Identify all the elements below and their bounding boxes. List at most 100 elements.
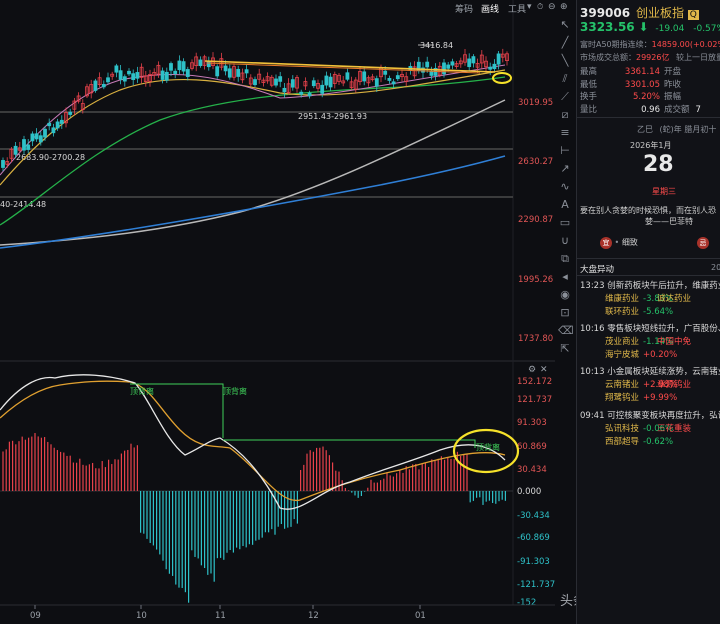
candle-body bbox=[13, 145, 18, 155]
stat-value: 3301.05 bbox=[624, 79, 660, 90]
ftse-value: 14859.00(+0.02%) bbox=[651, 40, 720, 49]
candle-body bbox=[261, 79, 266, 83]
candle-body bbox=[345, 72, 350, 80]
news-header: 大盘异动 bbox=[580, 265, 615, 275]
curve-icon[interactable]: ∿ bbox=[560, 180, 570, 193]
macd-dea-line bbox=[0, 380, 506, 502]
candle-body bbox=[135, 72, 140, 79]
zoom-in-icon[interactable]: ⊕ bbox=[560, 2, 568, 12]
rect-tool-icon[interactable]: ▭ bbox=[559, 216, 571, 229]
news-stock[interactable]: 弘讯科技 -0.06% bbox=[605, 422, 677, 434]
tab-tools[interactable]: 工具 bbox=[508, 5, 527, 15]
candle-body bbox=[467, 58, 472, 68]
channel-icon[interactable]: ⧄ bbox=[561, 108, 569, 121]
chart-area[interactable]: 3019.95 2630.27 2290.87 1995.26 1737.80 3416.… bbox=[0, 0, 576, 624]
news-item[interactable]: 13:23 创新药板块午后拉升，维康药业涨 bbox=[580, 279, 720, 291]
tab-kline[interactable]: 画线 bbox=[481, 5, 500, 15]
text-tool-icon[interactable]: A bbox=[561, 198, 569, 211]
macd-axis-label: -30.434 bbox=[517, 511, 550, 521]
eye-icon[interactable]: ◉ bbox=[560, 288, 570, 301]
stats-row: 量比 0.96 成交额 7 bbox=[580, 103, 701, 115]
trend-line-icon[interactable]: ⟋ bbox=[561, 90, 569, 103]
candle-body bbox=[1, 160, 5, 168]
tab-chips[interactable]: 筹码 bbox=[455, 5, 474, 15]
candle-body bbox=[219, 58, 224, 68]
fold-icon[interactable]: ◂ bbox=[562, 270, 568, 283]
news-stock[interactable]: 茂业商业 -1.14% bbox=[605, 335, 677, 347]
arrow-tool-icon[interactable]: ↗ bbox=[560, 162, 570, 175]
news-item[interactable]: 10:16 零售板块短线拉升，广百股份、茂 bbox=[580, 322, 720, 334]
time-icon[interactable]: ⏱ bbox=[537, 2, 544, 11]
x-axis-label: 10 bbox=[136, 611, 147, 621]
suitable-button[interactable]: 宜 • 细致 bbox=[600, 237, 638, 249]
candle-body bbox=[286, 83, 291, 93]
candle-body bbox=[362, 71, 367, 82]
kline-chart[interactable]: 3019.95 2630.27 2290.87 1995.26 1737.80 3416.… bbox=[0, 0, 576, 624]
stock-name: 西部超导 bbox=[605, 437, 640, 447]
stock-change: -3.83% bbox=[643, 294, 674, 304]
news-stock[interactable]: 海宁皮城 +0.20% bbox=[605, 348, 681, 360]
magnet-icon[interactable]: ∪ bbox=[560, 234, 570, 247]
candle-body bbox=[278, 76, 283, 82]
candle-body bbox=[97, 77, 102, 85]
copy-icon[interactable]: ⧉ bbox=[561, 252, 569, 265]
news-item[interactable]: 09:41 可控核聚变板块再度拉升，弘讯科 bbox=[580, 409, 720, 421]
lock-icon[interactable]: ⊡ bbox=[560, 306, 570, 319]
ma-pink-line bbox=[0, 64, 506, 176]
lunar-date: (蛇)年 腊月初十 bbox=[659, 125, 717, 134]
stock-change: +0.20% bbox=[643, 350, 678, 360]
stock-name: 茂业商业 bbox=[605, 337, 640, 347]
candle-body bbox=[412, 66, 417, 77]
news-item[interactable]: 10:13 小金属板块延续涨势，云南锗业涨 bbox=[580, 365, 720, 377]
ruler-icon[interactable]: ⊢ bbox=[560, 144, 570, 157]
candle-body bbox=[185, 69, 190, 77]
news-stock[interactable]: 翔鹭钨业 +9.99% bbox=[605, 391, 681, 403]
macd-axis-label: -60.869 bbox=[517, 533, 550, 543]
parallel-line-icon[interactable]: ⫽ bbox=[562, 72, 568, 85]
stock-change: -0.06% bbox=[643, 424, 674, 434]
info-icon[interactable]: Q bbox=[687, 10, 699, 20]
candle-body bbox=[122, 76, 127, 82]
stock-change: +2.98% bbox=[643, 380, 678, 390]
zoom-out-icon[interactable]: ⊖ bbox=[548, 2, 556, 12]
news-stock[interactable]: 诚达药业 bbox=[657, 292, 699, 304]
avoid-button[interactable]: 忌 bbox=[697, 237, 709, 249]
fibonacci-icon[interactable]: ≡ bbox=[560, 126, 570, 139]
ray-line-icon[interactable]: ╱ bbox=[561, 36, 569, 49]
resistance-trendline bbox=[204, 60, 496, 73]
news-stock[interactable]: 云南锗业 +2.98% bbox=[605, 378, 681, 390]
stat-label-2: 振幅 bbox=[664, 92, 682, 102]
candle-body bbox=[316, 83, 320, 89]
trash-icon[interactable]: ⌫ bbox=[558, 324, 574, 337]
price-axis-label: 2290.87 bbox=[518, 215, 553, 225]
export-icon[interactable]: ⇱ bbox=[560, 342, 570, 355]
news-stock[interactable]: 中国中免 bbox=[657, 335, 699, 347]
candle-body bbox=[127, 70, 131, 75]
candle-body bbox=[328, 76, 333, 88]
candle-body bbox=[17, 147, 22, 151]
candle-body bbox=[51, 127, 56, 134]
candle-body bbox=[479, 54, 484, 64]
candle-body bbox=[341, 80, 346, 84]
macd-axis-label: 121.737 bbox=[517, 395, 552, 405]
news-stock[interactable]: 西部超导 -0.62% bbox=[605, 435, 677, 447]
candle-body bbox=[152, 72, 157, 76]
pointer-icon[interactable]: ↖ bbox=[560, 18, 570, 31]
avoid-icon: 忌 bbox=[697, 237, 709, 249]
price-annotation: 40-2414.48 bbox=[0, 200, 46, 209]
divergence-label: 顶背离 bbox=[130, 386, 154, 396]
tools-dropdown-icon[interactable]: ▾ bbox=[527, 2, 532, 12]
news-stock[interactable]: 三花重装 bbox=[657, 422, 699, 434]
quote-panel: 399006 创业板指 Q 3323.56 ⬇ -19.04 -0.57% 富时… bbox=[576, 0, 720, 624]
news-stock[interactable]: 维康药业 -3.83% bbox=[605, 292, 677, 304]
news-stock[interactable]: 联环药业 -5.64% bbox=[605, 305, 677, 317]
suitable-icon: 宜 bbox=[600, 237, 612, 249]
candle-body bbox=[295, 77, 299, 89]
stock-name: 海宁皮城 bbox=[605, 350, 640, 360]
segment-line-icon[interactable]: ╲ bbox=[561, 54, 569, 67]
candle-body bbox=[227, 68, 232, 78]
candle-body bbox=[265, 76, 270, 82]
candle-body bbox=[475, 63, 480, 68]
news-stock[interactable]: 章源钨业 bbox=[657, 378, 699, 390]
index-name: 创业板指 bbox=[635, 6, 684, 20]
